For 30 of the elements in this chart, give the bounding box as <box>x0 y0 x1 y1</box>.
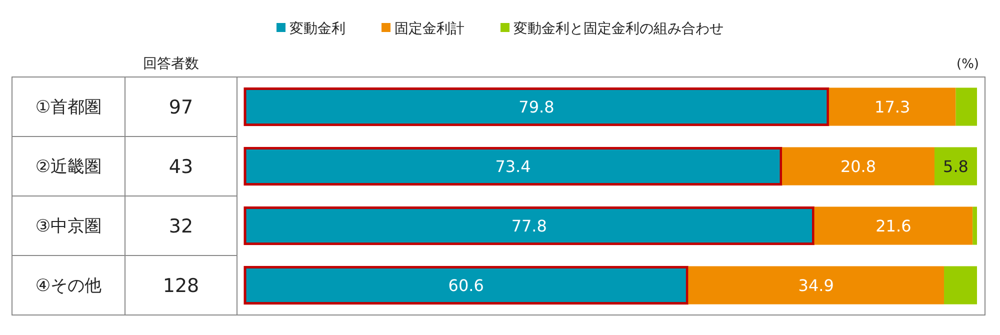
text: 回答者数 <box>143 56 199 72</box>
bar <box>934 147 977 186</box>
data-label: 77.8 <box>511 216 547 236</box>
y-tick-label: ②近畿圏 <box>35 157 102 178</box>
data-label: 17.3 <box>874 97 910 116</box>
text: 32 <box>168 215 194 238</box>
data-label: 21.6 <box>876 216 912 236</box>
x-axis-title: (%) <box>956 57 979 72</box>
y-tick-label: ③中京圏 <box>35 216 102 237</box>
bar <box>944 266 977 304</box>
text: 97 <box>168 96 194 118</box>
bar <box>688 266 944 304</box>
bar <box>814 206 973 245</box>
data-label: 20.8 <box>840 156 876 176</box>
bar <box>972 206 977 245</box>
data-label: 5.8 <box>943 156 968 176</box>
legend-label: 変動金利と固定金利の組み合わせ <box>514 20 724 37</box>
legend-label: 固定金利計 <box>394 20 464 37</box>
data-label: 34.9 <box>798 276 834 295</box>
bar <box>782 147 934 186</box>
data-label: 79.8 <box>518 97 554 116</box>
y-tick-label: ①首都圏 <box>35 98 102 118</box>
text: 43 <box>168 156 194 178</box>
bar <box>956 88 977 126</box>
y-tick-label: ④その他 <box>35 276 102 296</box>
data-label: 60.6 <box>448 276 484 295</box>
legend-label: 変動金利 <box>290 20 346 37</box>
text: 128 <box>162 274 200 297</box>
data-label: 73.4 <box>495 156 531 176</box>
bar <box>828 88 956 126</box>
